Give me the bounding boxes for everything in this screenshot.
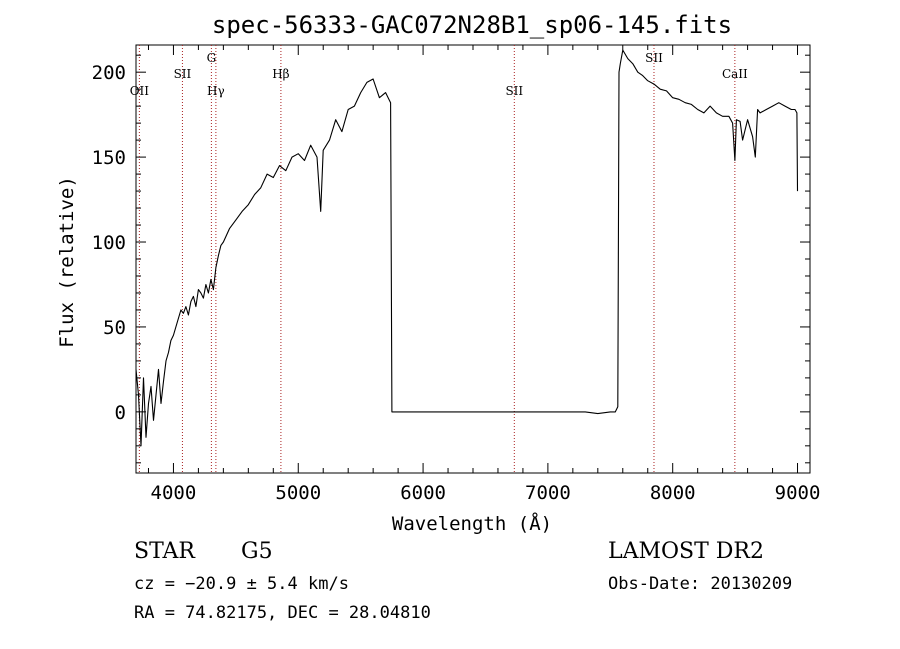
x-tick-label: 8000 (650, 482, 696, 504)
x-tick-label: 6000 (400, 482, 446, 504)
y-axis-label: Flux (relative) (56, 176, 78, 348)
line-marker-label: Hγ (207, 84, 225, 98)
y-tick-label: 150 (92, 147, 126, 169)
x-tick-label: 4000 (151, 482, 197, 504)
line-marker-label: OII (130, 84, 150, 98)
y-tick-label: 200 (92, 62, 126, 84)
coordinates: RA = 74.82175, DEC = 28.04810 (134, 603, 431, 623)
y-tick-label: 100 (92, 232, 126, 254)
object-class: STAR (134, 539, 195, 564)
line-marker-label: SII (645, 51, 663, 65)
redshift-velocity: cz = −20.9 ± 5.4 km/s (134, 574, 349, 594)
plot-area: 4000 5000 6000 7000 8000 9000 0 50 100 150 200 OII S… (92, 44, 821, 504)
survey-name: LAMOST DR2 (608, 539, 764, 564)
line-marker-label: SII (174, 67, 192, 81)
object-subclass: G5 (241, 539, 273, 564)
line-marker-label: G (207, 51, 217, 65)
y-tick-label: 50 (103, 317, 126, 339)
x-tick-label: 7000 (525, 482, 571, 504)
x-tick-label: 5000 (275, 482, 321, 504)
y-tick-label: 0 (115, 402, 126, 424)
plot-frame (135, 44, 811, 474)
spectrum-line (135, 49, 799, 447)
x-tick-label: 9000 (775, 482, 821, 504)
line-marker-label: SII (505, 84, 523, 98)
x-axis-label: Wavelength (Å) (392, 512, 552, 535)
line-marker-label: CaII (722, 67, 748, 81)
line-marker-label: Hβ (272, 67, 289, 81)
observation-date: Obs-Date: 20130209 (608, 574, 793, 594)
chart-title: spec-56333-GAC072N28B1_sp06-145.fits (212, 11, 732, 39)
